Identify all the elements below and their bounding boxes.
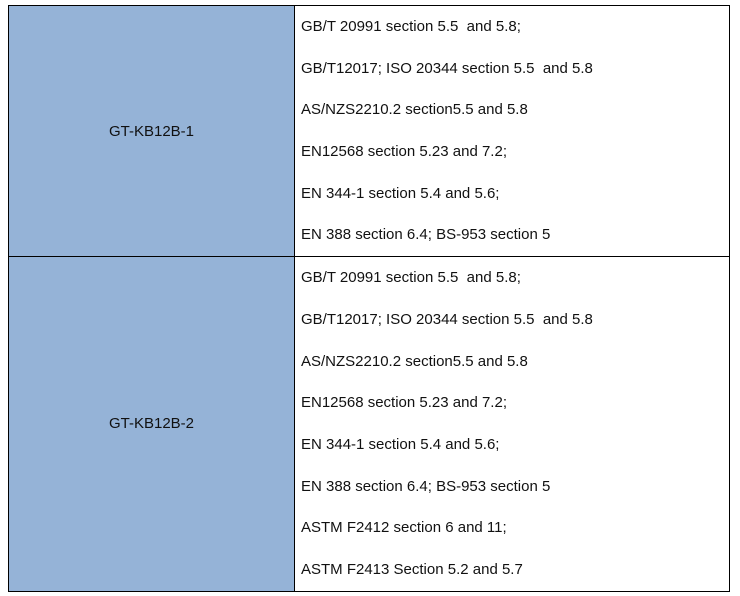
standard-line: GB/T12017; ISO 20344 section 5.5 and 5.8 <box>301 310 593 328</box>
standard-line: EN12568 section 5.23 and 7.2; <box>301 143 507 161</box>
standard-line: ASTM F2413 Section 5.2 and 5.7 <box>301 560 523 578</box>
standard-line: GB/T12017; ISO 20344 section 5.5 and 5.8 <box>301 59 593 77</box>
model-name: GT-KB12B-1 <box>108 122 195 140</box>
standard-line: EN 344-1 section 5.4 and 5.6; <box>301 184 500 202</box>
standard-line: EN 344-1 section 5.4 and 5.6; <box>301 435 500 453</box>
standards-table: GT-KB12B-1 GB/T 20991 section 5.5 and 5.8… <box>8 5 730 592</box>
standard-line: EN12568 section 5.23 and 7.2; <box>301 394 507 412</box>
model-name: GT-KB12B-2 <box>108 415 195 433</box>
standard-line: AS/NZS2210.2 section5.5 and 5.8 <box>301 101 528 119</box>
table-row: GT-KB12B-1 GB/T 20991 section 5.5 and 5.8… <box>9 6 729 257</box>
standards-cell: GB/T 20991 section 5.5 and 5.8; GB/T12017… <box>295 257 729 591</box>
standard-line: EN 388 section 6.4; BS-953 section 5 <box>301 477 551 495</box>
model-cell: GT-KB12B-2 <box>9 257 295 591</box>
standards-cell: GB/T 20991 section 5.5 and 5.8; GB/T12017… <box>295 6 729 256</box>
model-cell: GT-KB12B-1 <box>9 6 295 257</box>
standard-line: EN 388 section 6.4; BS-953 section 5 <box>301 226 551 244</box>
standard-line: GB/T 20991 section 5.5 and 5.8; <box>301 18 521 35</box>
standard-line: AS/NZS2210.2 section5.5 and 5.8 <box>301 352 528 370</box>
standard-line: GB/T 20991 section 5.5 and 5.8; <box>301 269 521 287</box>
standard-line: ASTM F2412 section 6 and 11; <box>301 519 507 537</box>
table-row: GT-KB12B-2 GB/T 20991 section 5.5 and 5.8… <box>9 256 729 591</box>
